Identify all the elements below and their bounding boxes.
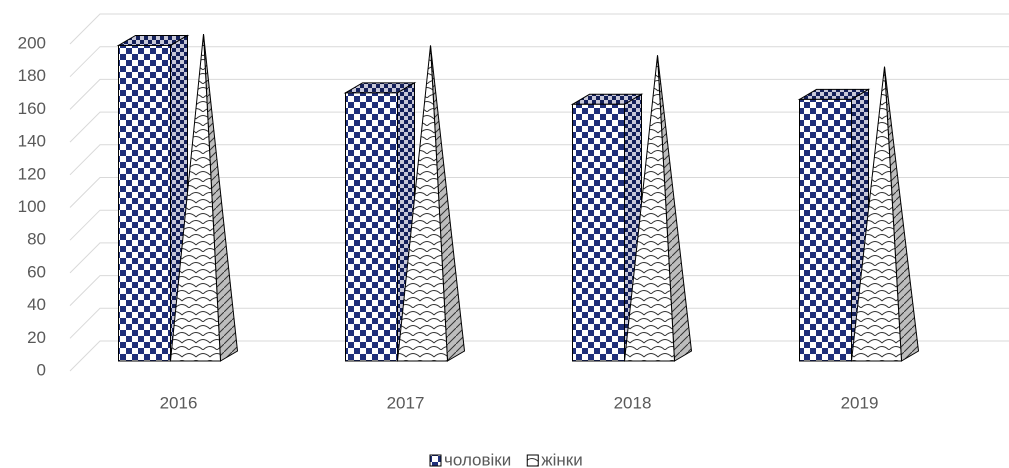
y-tick-label: 180: [18, 66, 46, 85]
x-tick-label: 2018: [614, 393, 652, 412]
y-tick-label: 100: [18, 197, 46, 216]
pyramid-front: [169, 33, 222, 362]
pyramid: [396, 45, 466, 362]
y-tick-label: 140: [18, 132, 46, 151]
grid-line: [69, 242, 1009, 274]
bar-front: [572, 103, 625, 362]
pyramid: [169, 33, 239, 362]
grid-line: [69, 144, 1009, 176]
legend-swatch: [526, 454, 539, 467]
grid-line: [69, 209, 1009, 241]
legend-label: жінки: [541, 450, 582, 468]
grid-line: [69, 78, 1009, 110]
x-tick-label: 2017: [387, 393, 425, 412]
grid-line: [69, 13, 1009, 45]
grid-line: [69, 46, 1009, 78]
y-tick-label: 20: [27, 328, 46, 347]
x-tick-label: 2019: [841, 393, 879, 412]
bar-front: [799, 98, 852, 362]
grid-line: [69, 275, 1009, 306]
legend-label: чоловіки: [444, 450, 511, 468]
grid-line: [69, 177, 1009, 208]
x-tick-label: 2016: [160, 393, 198, 412]
y-tick-label: 0: [37, 360, 46, 379]
y-tick-label: 160: [18, 99, 46, 118]
y-tick-label: 200: [18, 33, 46, 52]
legend-swatch: [429, 454, 442, 467]
bar-front: [345, 92, 398, 362]
y-tick-label: 40: [27, 295, 46, 314]
box: [570, 93, 644, 362]
grid-line: [69, 340, 1009, 372]
y-tick-label: 120: [18, 164, 46, 183]
pyramid: [623, 55, 693, 362]
bar-front: [118, 44, 171, 362]
pyramid-front: [623, 55, 676, 362]
y-tick-label: 60: [27, 262, 46, 281]
y-tick-label: 80: [27, 230, 46, 249]
pyramid-front: [850, 66, 903, 362]
grid-line: [69, 111, 1009, 143]
box: [797, 88, 871, 362]
pyramid-front: [396, 45, 449, 362]
pyramid: [850, 66, 920, 362]
grid-line: [69, 307, 1009, 339]
